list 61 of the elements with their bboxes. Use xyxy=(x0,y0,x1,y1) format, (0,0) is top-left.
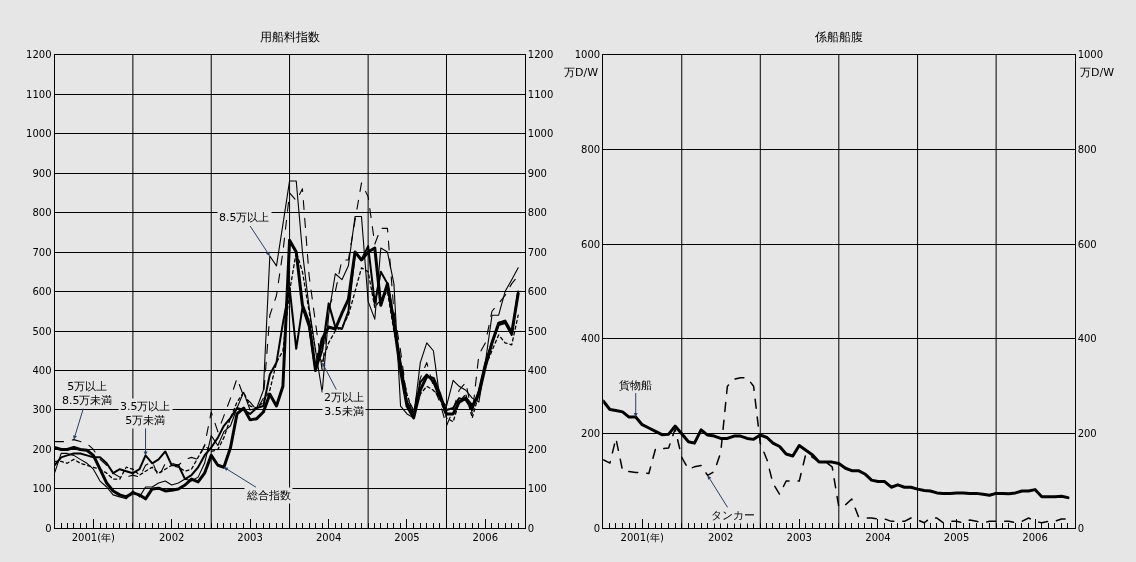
x-tick-label: 2002 xyxy=(159,532,185,544)
y2-tick-label: 1100 xyxy=(527,88,554,100)
y2-tick-label: 600 xyxy=(1077,238,1097,250)
y2-tick-label: 100 xyxy=(527,483,547,495)
y2-tick-label: 200 xyxy=(527,443,547,455)
y2-tick-label: 1200 xyxy=(527,49,554,61)
x-tick-label: 2004 xyxy=(865,532,891,544)
chart-title: 用船料指数 xyxy=(260,30,320,44)
x-tick-label: 2006 xyxy=(472,532,499,544)
y2-tick-label: 800 xyxy=(527,207,547,219)
y2-tick-label: 0 xyxy=(1077,522,1085,534)
annotation: 貨物船 xyxy=(619,379,652,392)
y2-tick-label: 0 xyxy=(527,522,535,534)
y-tick-label: 400 xyxy=(32,365,52,376)
y-tick-label: 700 xyxy=(32,246,52,258)
annotation: 2万以上 3.5未満 xyxy=(324,391,364,419)
y-tick-label: 0 xyxy=(593,522,601,534)
y2-tick-label: 600 xyxy=(527,286,547,298)
y-tick-label: 900 xyxy=(32,167,52,179)
x-tick-label: 2005 xyxy=(394,532,420,544)
x-tick-label: 2004 xyxy=(315,532,342,544)
y-tick-label: 800 xyxy=(581,143,601,155)
chart-title: 係船船腹 xyxy=(814,30,863,44)
x-tick-label: 2006 xyxy=(1022,532,1048,544)
y-tick-label: 500 xyxy=(32,325,52,337)
x-tick-label: 2005 xyxy=(943,532,970,544)
y-tick-label: 1100 xyxy=(26,88,52,100)
x-tick-label: 2003 xyxy=(237,532,263,544)
y2-tick-label: 300 xyxy=(527,404,547,416)
y-tick-label: 200 xyxy=(581,428,601,440)
y2-tick-label: 700 xyxy=(527,246,547,258)
y2-tick-label: 400 xyxy=(1077,333,1097,345)
annotation: 8.5万以上 xyxy=(219,211,270,224)
y2-tick-label: 800 xyxy=(1077,143,1097,155)
y-axis-title: 万D/W xyxy=(564,66,599,79)
y-tick-label: 200 xyxy=(32,443,52,455)
x-tick-label: 2001(年) xyxy=(620,532,664,544)
y-tick-label: 600 xyxy=(32,286,52,298)
y2-axis-title: 万D/W xyxy=(1080,66,1115,79)
y2-tick-label: 400 xyxy=(527,365,547,376)
y-tick-label: 0 xyxy=(45,522,52,534)
y-tick-label: 400 xyxy=(581,333,601,345)
annotation: 3.5万以上 5万未満 xyxy=(120,400,171,428)
annotation: タンカー xyxy=(711,509,755,522)
y2-tick-label: 500 xyxy=(527,325,547,337)
y2-tick-label: 1000 xyxy=(527,128,554,140)
y2-tick-label: 900 xyxy=(527,167,547,179)
y-tick-label: 1200 xyxy=(26,49,52,61)
annotation: 総合指数 xyxy=(246,489,291,502)
y2-tick-label: 200 xyxy=(1077,428,1097,440)
y-tick-label: 800 xyxy=(32,207,52,219)
y-tick-label: 100 xyxy=(32,483,52,495)
y-tick-label: 1000 xyxy=(574,49,601,61)
x-tick-label: 2003 xyxy=(786,532,812,544)
x-tick-label: 2002 xyxy=(707,532,734,544)
y-tick-label: 300 xyxy=(32,404,52,416)
y-tick-label: 1000 xyxy=(26,128,52,140)
x-tick-label: 2001(年) xyxy=(71,532,116,544)
annotation: 5万以上 8.5万未満 xyxy=(62,380,113,408)
y-tick-label: 600 xyxy=(581,238,601,250)
y2-tick-label: 1000 xyxy=(1077,49,1104,61)
